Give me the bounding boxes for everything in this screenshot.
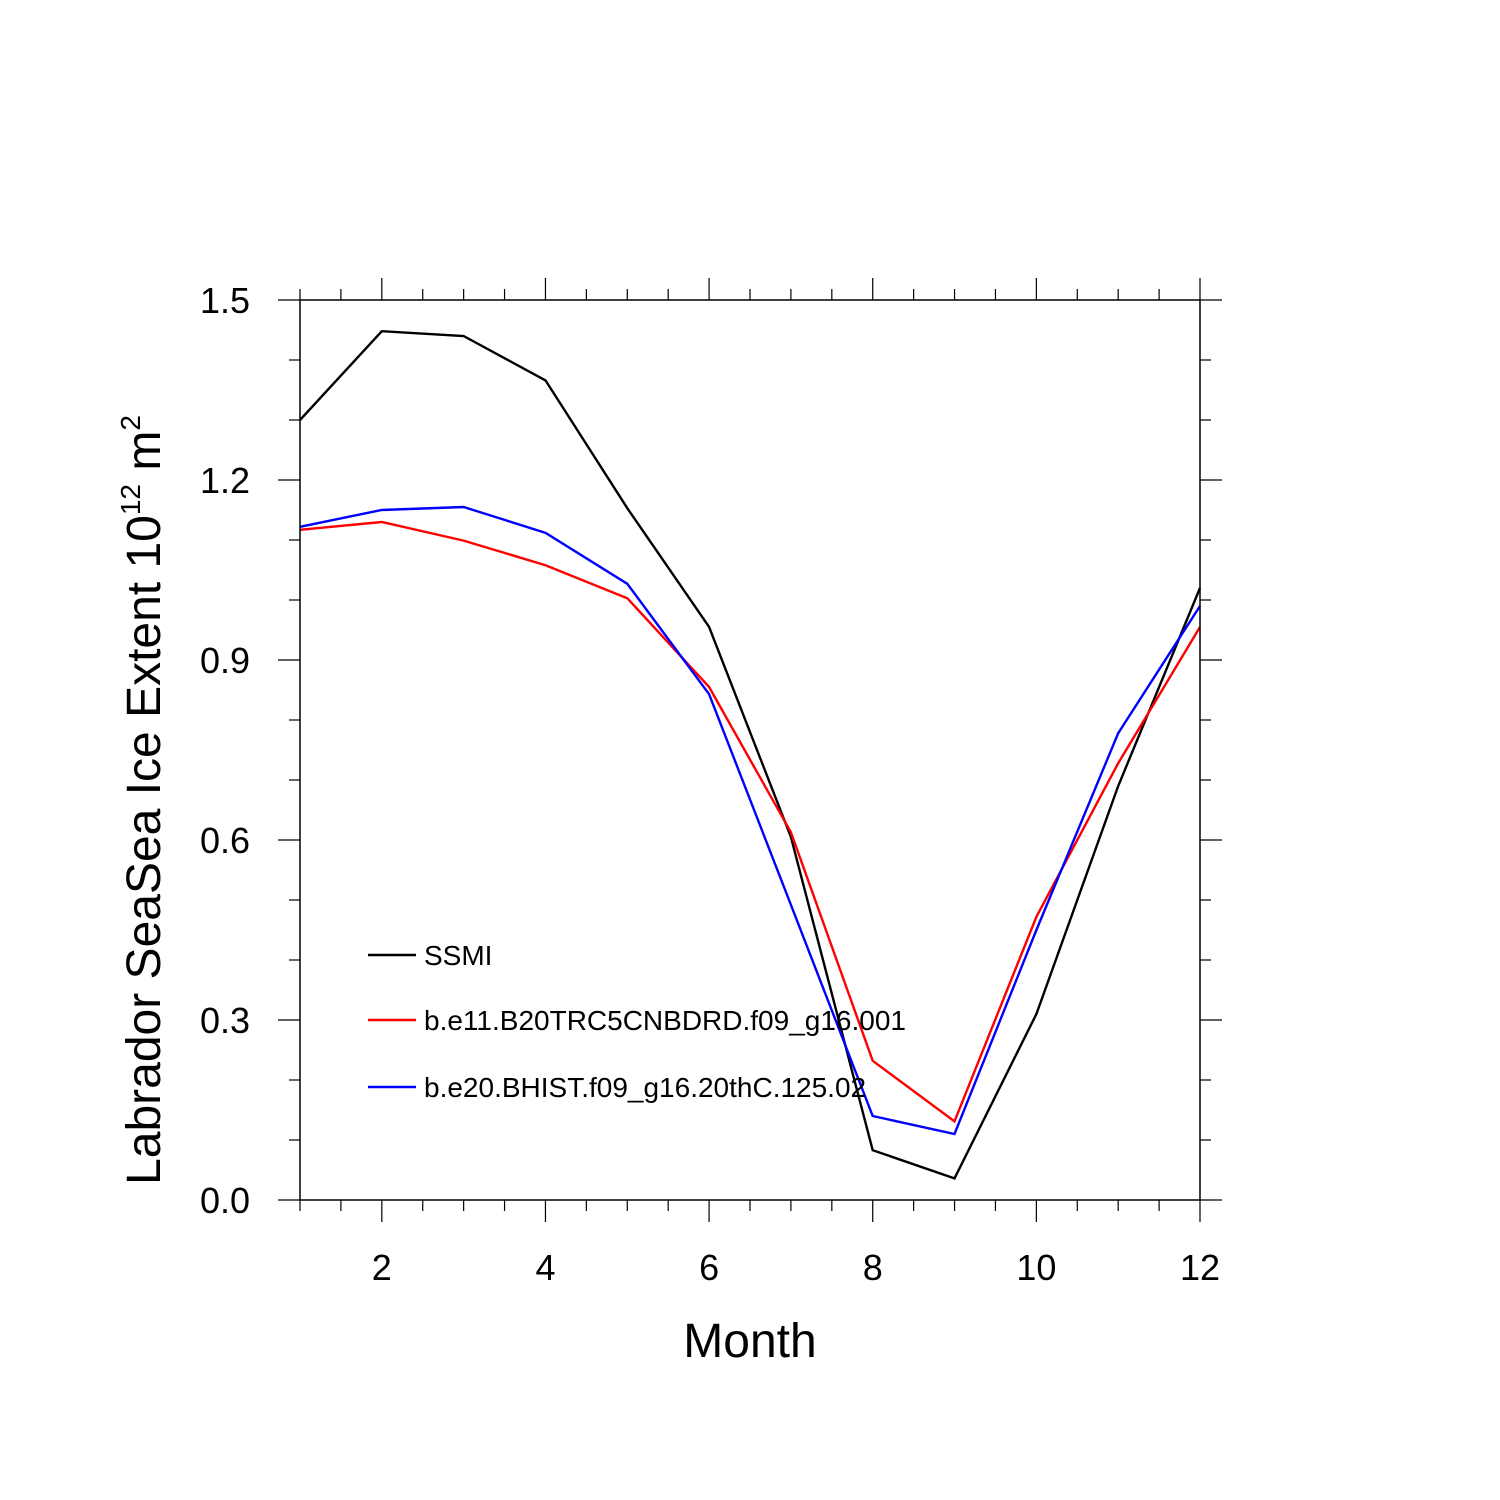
series-line-2	[299, 520, 1202, 1124]
y-tick-label: 1.2	[200, 460, 250, 501]
y-tick-label: 1.5	[200, 280, 250, 321]
x-axis-title: Month	[683, 1315, 816, 1368]
series-line-1	[299, 329, 1202, 1180]
legend-label-2: b.e11.B20TRC5CNBDRD.f09_g16.001	[424, 1005, 906, 1036]
y-tick-label: 0.9	[200, 640, 250, 681]
plot-frame	[299, 299, 1201, 1201]
y-tick-labels: 0.0 0.3 0.6 0.9 1.2 1.5	[200, 280, 250, 1221]
x-tick-label: 6	[699, 1247, 719, 1288]
legend-label-3: b.e20.BHIST.f09_g16.20thC.125.02	[424, 1072, 866, 1103]
x-tick-label: 12	[1180, 1247, 1220, 1288]
x-tick-labels: 2 4 6 8 10 12	[372, 1247, 1220, 1288]
y-axis-title: Labrador SeaSea Ice Extent 1012 m2	[115, 415, 171, 1185]
series-line-3	[299, 505, 1202, 1136]
y-tick-label: 0.3	[200, 1000, 250, 1041]
y-axis-title-main: Labrador SeaSea Ice Extent 10	[118, 515, 171, 1185]
y-tick-label: 0.0	[200, 1180, 250, 1221]
x-tick-label: 10	[1016, 1247, 1056, 1288]
y-axis-title-unit: m	[118, 431, 171, 484]
x-tick-label: 8	[863, 1247, 883, 1288]
y-axis-title-unit-exponent: 2	[115, 415, 146, 431]
legend: SSMI b.e11.B20TRC5CNBDRD.f09_g16.001 b.e20…	[368, 940, 906, 1103]
y-tick-label: 0.6	[200, 820, 250, 861]
y-axis-title-exponent: 12	[115, 484, 146, 515]
major-ticks	[278, 278, 1222, 1222]
legend-label-1: SSMI	[424, 940, 492, 971]
series-lines	[299, 329, 1202, 1180]
minor-ticks	[289, 289, 1211, 1211]
x-tick-label: 4	[535, 1247, 555, 1288]
x-tick-label: 2	[372, 1247, 392, 1288]
